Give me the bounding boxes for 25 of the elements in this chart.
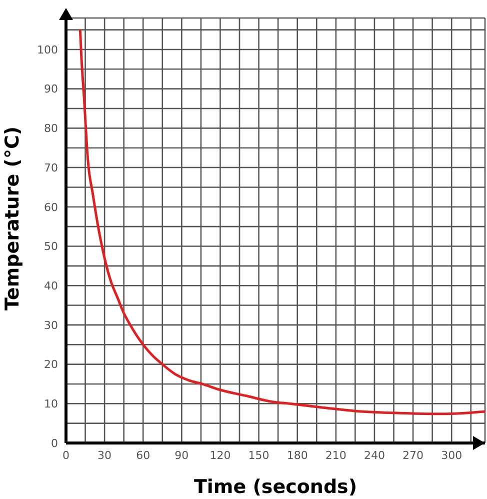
y-tick-label: 70 <box>44 161 58 174</box>
y-tick-label: 100 <box>37 43 58 56</box>
x-tick-label: 90 <box>174 448 189 462</box>
x-tick-label: 120 <box>210 448 231 462</box>
x-tick-label: 30 <box>98 448 112 462</box>
y-tick-label: 10 <box>44 398 58 411</box>
y-tick-label: 60 <box>44 200 58 214</box>
x-axis-title: Time (seconds) <box>194 476 358 498</box>
x-tick-label: 270 <box>402 448 424 462</box>
line-series <box>78 28 485 416</box>
y-axis-title: Temperature (°C) <box>2 126 24 310</box>
x-tick-label: 0 <box>62 448 70 462</box>
y-tick-label: 30 <box>44 318 58 332</box>
y-tick-label: 50 <box>44 240 58 254</box>
x-tick-label: 240 <box>364 448 385 462</box>
y-tick-label: 80 <box>44 122 58 136</box>
y-tick-label: 90 <box>44 82 58 96</box>
x-tick-label: 210 <box>325 448 346 462</box>
x-tick-label: 60 <box>136 448 150 462</box>
y-tick-label: 20 <box>44 358 58 372</box>
y-tick-label: 0 <box>51 436 58 450</box>
x-tick-label: 150 <box>248 448 270 462</box>
y-tick-label: 40 <box>44 280 58 292</box>
x-tick-label: 180 <box>286 448 308 462</box>
x-tick-label: 300 <box>441 448 462 462</box>
